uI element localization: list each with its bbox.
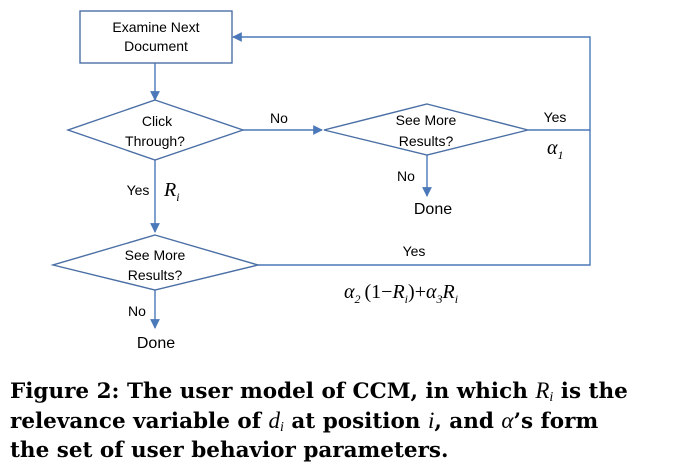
examine-next-document-box — [79, 10, 233, 64]
edge-right-yes-loop — [232, 32, 591, 131]
ccm-flowchart: Examine Next Document Click Through? See… — [50, 10, 591, 352]
caption-part3: at position — [291, 409, 421, 434]
caption-math-i: i — [427, 408, 435, 433]
lower-diamond-line2: Results? — [128, 267, 183, 283]
caption-line3: the set of user behavior parameters. — [10, 438, 449, 463]
right-diamond-line1: See More — [396, 112, 457, 128]
caption-part2: is the — [560, 379, 628, 404]
figure-caption: Figure 2: The user model of CCM, in whic… — [10, 376, 678, 465]
examine-box-line2: Document — [124, 38, 188, 54]
label-no-lower: No — [128, 303, 146, 319]
see-more-results-lower-diamond — [50, 234, 261, 291]
click-through-diamond — [65, 99, 246, 161]
caption-part4: , and — [434, 409, 494, 434]
examine-box-line1: Examine Next — [112, 19, 199, 35]
caption-math-alpha: α — [501, 408, 514, 433]
see-more-results-right-diamond — [323, 103, 529, 156]
caption-line2-start: relevance variable of — [10, 409, 261, 434]
right-diamond-line2: Results? — [399, 133, 454, 149]
label-no-click: No — [270, 110, 288, 126]
label-yes-lower: Yes — [403, 243, 426, 259]
math-alpha-1: α1 — [547, 137, 564, 162]
click-diamond-line1: Click — [142, 113, 173, 129]
click-diamond-line2: Through? — [125, 133, 185, 149]
label-done-right: Done — [414, 201, 452, 218]
caption-math-r-i: Ri — [535, 378, 554, 405]
math-r-i: Ri — [163, 179, 180, 204]
caption-prefix: Figure 2: The user model of CCM, in whic… — [10, 379, 528, 404]
edge-lower-yes-loop — [258, 130, 591, 266]
label-yes-right: Yes — [544, 109, 567, 125]
math-alpha-expression: α2 (1−Ri)+α3Ri — [344, 281, 458, 306]
caption-math-d-i: di — [268, 408, 284, 435]
lower-diamond-line1: See More — [125, 247, 186, 263]
label-yes-click: Yes — [127, 182, 150, 198]
caption-line2-end: ’s form — [513, 409, 599, 434]
label-no-right: No — [397, 168, 415, 184]
label-done-lower: Done — [137, 335, 175, 352]
